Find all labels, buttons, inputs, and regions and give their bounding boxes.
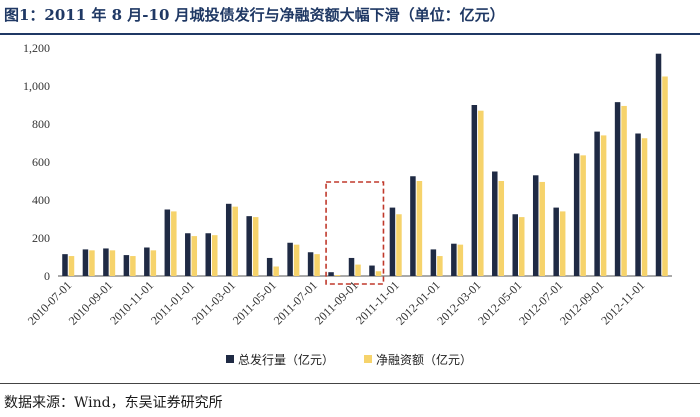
- bar-net-financing: [355, 264, 361, 276]
- legend-label-net: 净融资额（亿元）: [376, 352, 472, 367]
- bar-total-issuance: [266, 257, 273, 276]
- legend-swatch-total: [226, 355, 234, 363]
- bar-net-financing: [662, 76, 668, 276]
- bar-net-financing: [109, 250, 116, 276]
- y-tick-label: 1,200: [23, 41, 50, 55]
- bar-net-financing: [641, 138, 648, 276]
- bar-total-issuance: [123, 255, 130, 276]
- bar-net-financing: [539, 181, 545, 276]
- bar-total-issuance: [205, 233, 211, 276]
- bar-net-financing: [416, 181, 423, 276]
- title-rule: [0, 33, 700, 35]
- y-tick-label: 1,000: [23, 79, 50, 93]
- bar-net-financing: [437, 256, 443, 276]
- bar-net-financing: [457, 244, 464, 276]
- bar-total-issuance: [348, 257, 355, 276]
- bar-total-issuance: [287, 242, 293, 276]
- bar-net-financing: [130, 256, 136, 276]
- bar-net-financing: [273, 266, 279, 276]
- bar-total-issuance: [410, 176, 416, 276]
- bar-total-issuance: [62, 254, 68, 276]
- bar-net-financing: [600, 135, 607, 276]
- bar-net-financing: [334, 275, 341, 276]
- x-tick-label: 2010-11-01: [107, 278, 156, 327]
- bar-total-issuance: [307, 252, 314, 276]
- y-tick-label: 800: [32, 117, 50, 131]
- bar-total-issuance: [532, 175, 539, 276]
- bar-total-issuance: [328, 272, 334, 276]
- bar-total-issuance: [614, 102, 621, 277]
- bar-net-financing: [498, 181, 505, 276]
- bar-total-issuance: [369, 265, 375, 276]
- bar-total-issuance: [655, 53, 662, 277]
- bar-net-financing: [396, 214, 402, 276]
- y-tick-label: 0: [44, 269, 50, 283]
- bar-net-financing: [232, 206, 238, 276]
- x-tick-label: 2011-01-01: [148, 278, 197, 327]
- legend-label-total: 总发行量（亿元）: [238, 352, 334, 367]
- y-tick-label: 200: [32, 231, 50, 245]
- x-tick-label: 2012-09-01: [557, 278, 606, 327]
- bar-total-issuance: [492, 171, 498, 276]
- bar-total-issuance: [82, 249, 89, 276]
- bar-net-financing: [252, 217, 259, 276]
- chart-title: 图1：2011 年 8 月-10 月城投债发行与净融资额大幅下滑（单位：亿元）: [4, 6, 505, 24]
- bar-total-issuance: [164, 209, 171, 276]
- bar-total-issuance: [553, 207, 559, 276]
- x-tick-label: 2011-07-01: [271, 278, 320, 327]
- bar-total-issuance: [246, 216, 252, 276]
- bar-net-financing: [580, 155, 586, 276]
- footer-rule: [0, 383, 700, 384]
- legend-swatch-net: [364, 355, 372, 363]
- bar-total-issuance: [389, 207, 396, 276]
- bar-net-financing: [191, 236, 198, 276]
- x-tick-label: 2011-09-01: [312, 278, 361, 327]
- bar-total-issuance: [225, 203, 232, 276]
- bar-total-issuance: [635, 133, 641, 276]
- bar-total-issuance: [451, 243, 457, 276]
- bar-total-issuance: [471, 105, 478, 276]
- x-tick-label: 2011-03-01: [189, 278, 238, 327]
- bar-chart: 02004006008001,0001,2002010-07-012010-09…: [23, 41, 672, 367]
- bar-net-financing: [212, 235, 218, 276]
- bar-net-financing: [519, 217, 525, 276]
- y-tick-label: 400: [32, 193, 50, 207]
- bar-total-issuance: [512, 214, 518, 276]
- bar-net-financing: [89, 250, 95, 276]
- bar-total-issuance: [594, 131, 600, 276]
- bar-net-financing: [559, 211, 566, 276]
- bar-net-financing: [293, 244, 300, 276]
- bar-total-issuance: [430, 249, 437, 276]
- x-tick-label: 2011-05-01: [230, 278, 279, 327]
- bar-total-issuance: [144, 247, 150, 276]
- bar-net-financing: [621, 105, 627, 276]
- highlight-box: [325, 181, 385, 285]
- bar-net-financing: [171, 211, 177, 276]
- bar-net-financing: [314, 254, 320, 276]
- bar-net-financing: [150, 250, 157, 276]
- y-tick-label: 600: [32, 155, 50, 169]
- bar-net-financing: [68, 256, 75, 276]
- x-tick-label: 2010-09-01: [66, 278, 115, 327]
- bar-net-financing: [478, 110, 484, 276]
- bar-total-issuance: [573, 153, 580, 276]
- x-tick-label: 2012-11-01: [598, 278, 647, 327]
- data-source: 数据来源：Wind，东吴证券研究所: [4, 395, 223, 411]
- bar-total-issuance: [103, 248, 109, 276]
- bar-net-financing: [375, 271, 382, 276]
- bar-total-issuance: [185, 233, 191, 276]
